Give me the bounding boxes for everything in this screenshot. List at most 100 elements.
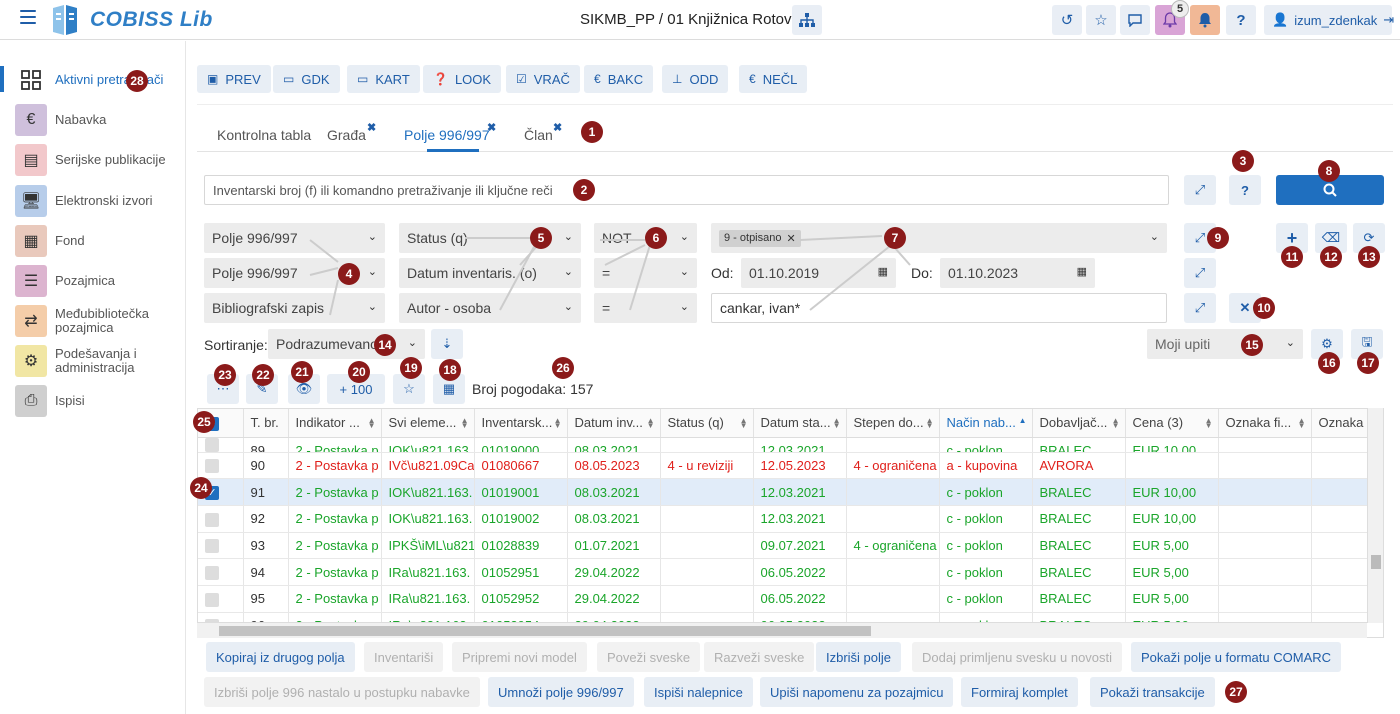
action-button[interactable]: Pripremi novi model <box>452 642 587 672</box>
search-input[interactable]: Inventarski broj (f) ili komandno pretra… <box>204 175 1169 205</box>
sidebar-item-loans[interactable]: ☰ Pozajmica <box>15 264 185 298</box>
saved-queries-select[interactable]: Moji upiti ⌄ <box>1147 329 1303 359</box>
search-help-icon[interactable]: ? <box>1229 175 1261 205</box>
sidebar-item-interlibrary[interactable]: ⇄ Međubibliotečka pozajmica <box>15 304 185 338</box>
sidebar-item-e-resources[interactable]: 🖥 Elektronski izvori <box>15 184 185 218</box>
sidebar-item-settings[interactable]: ⚙ Podešavanja i administracija <box>15 344 185 378</box>
column-header[interactable]: Status (q) ▲ ▼ <box>660 409 754 438</box>
look-button[interactable]: ❓ LOOK <box>423 65 502 93</box>
column-header[interactable]: Indikator ... ▲ ▼ <box>288 409 382 438</box>
expand-icon[interactable]: ⤢ <box>1184 258 1216 288</box>
column-header[interactable]: Dobavljač... ▲ ▼ <box>1032 409 1126 438</box>
sort-select[interactable]: Podrazumevano ⌄ <box>268 329 425 359</box>
column-header[interactable]: Oznaka fi... ▲ ▼ <box>1218 409 1312 438</box>
column-header[interactable]: T. br. <box>243 409 289 438</box>
column-header[interactable]: Cena (3) ▲ ▼ <box>1125 409 1219 438</box>
row-checkbox[interactable] <box>205 565 219 580</box>
filter-attr-select[interactable]: Datum inventaris. (o) ⌄ <box>399 258 581 288</box>
table-row[interactable]: ✓ 91 2 - Postavka p IOK\u821.163. 01019001 08… <box>198 478 1383 506</box>
gdk-button[interactable]: ▭ GDK <box>273 65 340 93</box>
row-checkbox[interactable] <box>205 592 219 607</box>
scroll-thumb[interactable] <box>1371 555 1381 569</box>
column-header-sorted[interactable]: Način nab... ▲ <box>939 409 1033 438</box>
filter-attr-select[interactable]: Autor - osoba ⌄ <box>399 293 581 323</box>
help-icon[interactable]: ? <box>1226 5 1256 35</box>
action-button[interactable]: Kopiraj iz drugog polja <box>206 642 355 672</box>
horizontal-scrollbar[interactable] <box>197 622 1367 638</box>
chat-icon[interactable] <box>1120 5 1150 35</box>
org-tree-icon[interactable] <box>792 5 822 35</box>
filter-op-select[interactable]: = ⌄ <box>594 293 697 323</box>
menu-icon[interactable] <box>20 10 36 24</box>
close-icon[interactable]: ✖ <box>487 122 497 134</box>
table-row[interactable]: 90 2 - Postavka p IVč\u821.09Ca 01080667 08.… <box>198 452 1383 480</box>
tab-holdings[interactable]: Građa ✖ <box>327 122 376 143</box>
sidebar-item-acquisition[interactable]: € Nabavka <box>15 103 185 137</box>
alerts-bell-icon[interactable] <box>1190 5 1220 35</box>
filter-op-select[interactable]: = ⌄ <box>594 258 697 288</box>
row-select-cell[interactable] <box>198 532 244 560</box>
column-header[interactable]: Datum inv... ▲ ▼ <box>567 409 661 438</box>
sidebar-item-active-searches[interactable]: Aktivni pretraživači <box>15 63 185 97</box>
close-icon[interactable]: ✖ <box>367 122 377 134</box>
sidebar-item-serials[interactable]: ▤ Serijske publikacije <box>15 143 185 177</box>
sort-direction-icon[interactable]: ⇣ <box>431 329 463 359</box>
row-select-cell[interactable] <box>198 558 244 586</box>
close-icon[interactable]: ✖ <box>553 122 563 134</box>
action-button[interactable]: Upiši napomenu za pozajmicu <box>760 677 954 707</box>
tab-member[interactable]: Član ✖ <box>524 122 562 143</box>
expand-icon[interactable]: ⤢ <box>1184 175 1216 205</box>
table-row[interactable]: 89 2 - Postavka p IOK\u821.163. 01019000 08.… <box>198 437 1383 453</box>
row-select-cell[interactable] <box>198 585 244 613</box>
sidebar-item-prints[interactable]: ⎙ Ispisi <box>15 384 185 418</box>
tab-field-996[interactable]: Polje 996/997 ✖ <box>404 122 496 143</box>
table-row[interactable]: 94 2 - Postavka p IRa\u821.163. 01052951 29.… <box>198 558 1383 586</box>
action-button[interactable]: Ispiši nalepnice <box>644 677 753 707</box>
row-checkbox[interactable] <box>205 512 219 527</box>
table-row[interactable]: 93 2 - Postavka p IPKŠ\iML\u821 01028839 01.… <box>198 532 1383 560</box>
filter-value-select[interactable]: 9 - otpisano ✕ ⌄ <box>711 223 1167 253</box>
date-from-input[interactable]: 01.10.2019 ▦ <box>741 258 896 288</box>
column-header[interactable]: Datum sta... ▲ ▼ <box>753 409 847 438</box>
row-checkbox[interactable] <box>205 459 219 474</box>
action-button[interactable]: Pokaži transakcije <box>1090 677 1215 707</box>
action-button[interactable]: Poveži sveske <box>597 642 701 672</box>
action-button[interactable]: Pokaži polje u formatu COMARC <box>1131 642 1342 672</box>
close-icon[interactable]: ✕ <box>786 232 796 245</box>
tab-dashboard[interactable]: Kontrolna tabla <box>217 127 311 143</box>
favorite-star-icon[interactable]: ☆ <box>393 374 425 404</box>
favorites-icon[interactable]: ☆ <box>1086 5 1116 35</box>
action-button[interactable]: Dodaj primljenu svesku u novosti <box>912 642 1123 672</box>
scroll-thumb[interactable] <box>219 626 871 636</box>
action-button[interactable]: Inventariši <box>364 642 444 672</box>
prev-button[interactable]: ▣ PREV <box>197 65 271 93</box>
filter-field-select[interactable]: Bibliografski zapis ⌄ <box>204 293 385 323</box>
user-menu[interactable]: 👤 izum_zdenkak ⇥ <box>1264 5 1394 35</box>
filter-value-input[interactable]: cankar, ivan* <box>711 293 1167 323</box>
row-select-cell[interactable] <box>198 437 244 453</box>
action-button[interactable]: Izbriši polje 996 nastalo u postupku nab… <box>204 677 480 707</box>
row-select-cell[interactable] <box>198 452 244 480</box>
history-icon[interactable]: ↺ <box>1052 5 1082 35</box>
expand-icon[interactable]: ⤢ <box>1184 293 1216 323</box>
filter-attr-select[interactable]: Status (q) ⌄ <box>399 223 581 253</box>
sidebar-item-holdings[interactable]: ▦ Fond <box>15 224 185 258</box>
action-button[interactable]: Umnoži polje 996/997 <box>488 677 634 707</box>
kart-button[interactable]: ▭ KART <box>347 65 420 93</box>
row-checkbox[interactable] <box>205 437 219 451</box>
table-row[interactable]: 92 2 - Postavka p IOK\u821.163. 01019002 08.… <box>198 505 1383 533</box>
row-checkbox[interactable] <box>205 539 219 554</box>
odd-button[interactable]: ⊥ ODD <box>662 65 729 93</box>
necl-button[interactable]: € NEČL <box>739 65 808 93</box>
action-button[interactable]: Izbriši polje <box>816 642 902 672</box>
column-header[interactable]: Stepen do... ▲ ▼ <box>846 409 940 438</box>
bakc-button[interactable]: € BAKC <box>584 65 654 93</box>
calendar-icon[interactable]: ▦ <box>877 266 888 278</box>
action-button[interactable]: Formiraj komplet <box>961 677 1078 707</box>
date-to-input[interactable]: 01.10.2023 ▦ <box>940 258 1095 288</box>
filter-field-select[interactable]: Polje 996/997 ⌄ <box>204 223 385 253</box>
vertical-scrollbar[interactable] <box>1367 408 1383 623</box>
column-header[interactable]: Svi eleme... ▲ ▼ <box>381 409 475 438</box>
table-row[interactable]: 95 2 - Postavka p IRa\u821.163. 01052952 29.… <box>198 585 1383 613</box>
action-button[interactable]: Razveži sveske <box>704 642 815 672</box>
